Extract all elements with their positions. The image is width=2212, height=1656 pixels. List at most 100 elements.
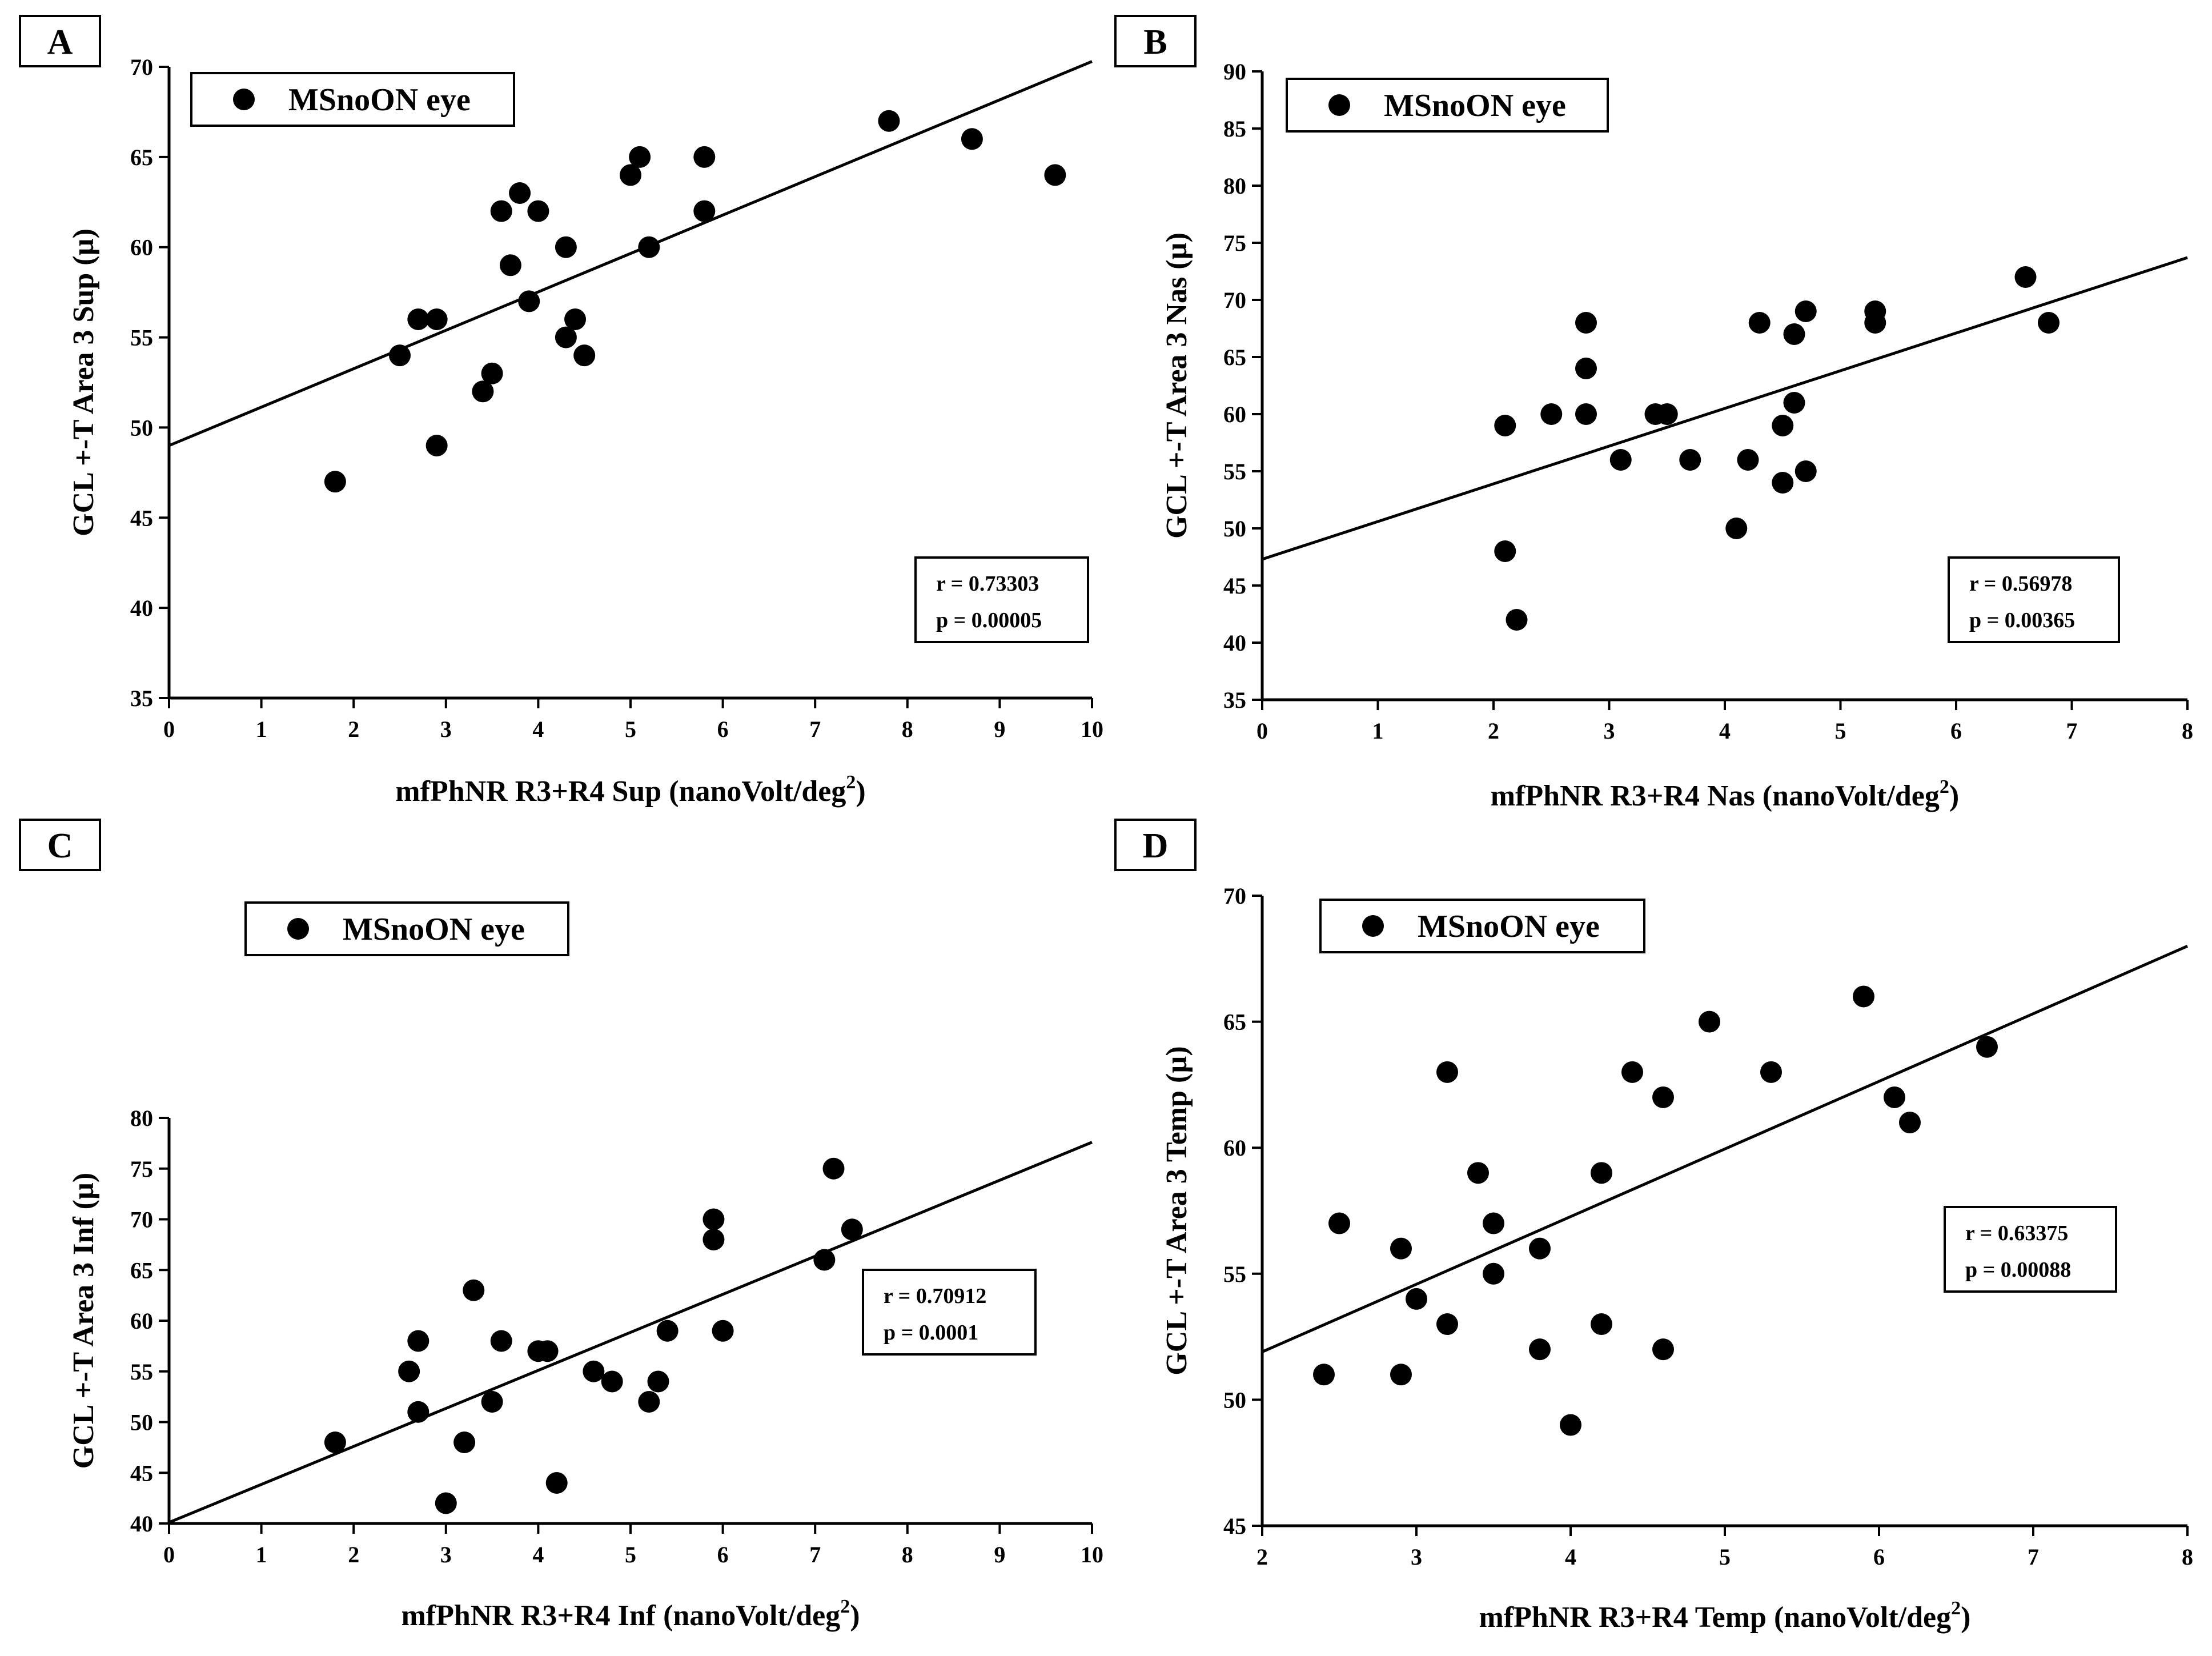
x-tick-label: 9	[994, 1542, 1005, 1567]
data-point	[841, 1218, 863, 1241]
x-tick-label: 7	[809, 1542, 821, 1567]
data-point	[1853, 985, 1874, 1008]
data-point	[1795, 460, 1817, 482]
y-axis-title: GCL +-T Area 3 Sup (µ)	[67, 228, 100, 536]
data-point	[638, 236, 660, 258]
data-point	[1725, 518, 1748, 539]
data-point	[1494, 415, 1516, 436]
y-tick-label: 50	[130, 1410, 153, 1436]
data-point	[518, 290, 540, 312]
x-axis-title-main: mfPhNR R3+R4 Nas (nanoVolt/deg	[1491, 780, 1940, 812]
x-axis-title-superscript: 2	[1951, 1598, 1961, 1619]
stats-r-value: r = 0.73303	[936, 572, 1039, 596]
x-tick-label: 8	[2182, 1544, 2193, 1570]
x-tick-label: 8	[902, 716, 913, 742]
x-axis-title-end: )	[1961, 1601, 1970, 1634]
y-tick-label: 75	[130, 1156, 153, 1182]
x-axis-title-main: mfPhNR R3+R4 Inf (nanoVolt/deg	[401, 1599, 840, 1632]
data-point	[407, 1401, 429, 1423]
x-tick-label: 2	[348, 716, 359, 742]
data-point	[555, 236, 577, 258]
x-tick-label: 6	[717, 716, 729, 742]
x-tick-label: 3	[1604, 718, 1615, 744]
data-point	[1760, 1061, 1782, 1083]
y-tick-label: 70	[1223, 883, 1246, 909]
regression-line	[1261, 944, 2189, 1353]
data-point	[425, 308, 448, 330]
data-point	[453, 1432, 476, 1453]
data-point	[702, 1208, 725, 1230]
panel-letter: D	[1143, 827, 1169, 865]
data-point	[1406, 1288, 1427, 1310]
data-point	[472, 380, 494, 403]
data-point	[1529, 1237, 1551, 1260]
x-tick-label: 10	[1081, 716, 1103, 742]
y-tick-label: 60	[1223, 402, 1246, 427]
y-tick-label: 60	[130, 235, 153, 260]
data-point	[1772, 415, 1794, 436]
y-tick-label: 55	[1223, 459, 1246, 484]
legend-marker	[233, 89, 255, 110]
data-point	[490, 200, 512, 222]
x-axis-title-superscript: 2	[846, 772, 856, 793]
x-tick-label: 7	[2066, 718, 2078, 744]
data-point	[398, 1360, 420, 1382]
x-axis-title-main: mfPhNR R3+R4 Sup (nanoVolt/deg	[395, 775, 846, 808]
data-point	[1795, 300, 1817, 322]
y-tick-label: 80	[1223, 173, 1246, 199]
y-tick-label: 55	[130, 1359, 153, 1385]
x-tick-label: 8	[2182, 718, 2193, 744]
data-point	[1591, 1162, 1612, 1184]
y-tick-label: 65	[1223, 1009, 1246, 1035]
y-tick-label: 80	[130, 1105, 153, 1131]
x-axis-title-superscript: 2	[1940, 776, 1949, 797]
x-tick-label: 3	[440, 716, 452, 742]
data-point	[1436, 1061, 1458, 1083]
stats-box	[1944, 1206, 2117, 1293]
data-point	[638, 1391, 660, 1413]
data-point	[1748, 312, 1771, 334]
data-point	[1436, 1313, 1458, 1336]
data-point	[536, 1340, 559, 1362]
data-point	[961, 128, 983, 150]
x-tick-label: 0	[163, 1542, 175, 1567]
data-point	[545, 1472, 568, 1494]
y-tick-label: 85	[1223, 116, 1246, 142]
data-point	[1772, 472, 1794, 494]
data-point	[1783, 392, 1805, 414]
x-axis-title: mfPhNR R3+R4 Sup (nanoVolt/deg2)	[395, 772, 865, 808]
stats-r-value: r = 0.70912	[884, 1284, 986, 1308]
y-tick-label: 55	[1223, 1261, 1246, 1287]
x-axis-title-superscript: 2	[840, 1596, 850, 1617]
x-axis-title-end: )	[856, 775, 865, 808]
data-point	[702, 1229, 725, 1250]
x-tick-label: 5	[625, 1542, 636, 1567]
stats-p-value: p = 0.0001	[884, 1321, 978, 1345]
data-point	[1737, 449, 1759, 471]
y-tick-label: 50	[130, 415, 153, 440]
data-point	[583, 1360, 605, 1382]
data-point	[693, 200, 716, 222]
x-tick-label: 6	[1950, 718, 1962, 744]
data-point	[878, 110, 900, 132]
data-point	[1652, 1086, 1674, 1108]
x-tick-label: 3	[1411, 1544, 1422, 1570]
legend-label: MSnoON eye	[343, 912, 525, 947]
y-tick-label: 40	[130, 595, 153, 621]
x-axis-title: mfPhNR R3+R4 Temp (nanoVolt/deg2)	[1479, 1598, 1971, 1634]
stats-p-value: p = 0.00365	[1969, 608, 2075, 632]
x-tick-label: 6	[1873, 1544, 1885, 1570]
data-point	[656, 1320, 679, 1342]
data-point	[564, 308, 587, 330]
panel-b: B0 1 2 3 4 5 6 7 8354045505560657075808590mfPhNR…	[1114, 15, 2193, 812]
x-tick-label: 0	[1256, 718, 1268, 744]
x-axis-title: mfPhNR R3+R4 Nas (nanoVolt/deg2)	[1491, 776, 1959, 812]
data-point	[1575, 358, 1597, 379]
y-tick-label: 35	[1223, 687, 1246, 713]
legend-label: MSnoON eye	[1418, 909, 1600, 944]
data-point	[324, 471, 346, 493]
data-point	[1899, 1112, 1921, 1134]
data-point	[1483, 1262, 1504, 1285]
